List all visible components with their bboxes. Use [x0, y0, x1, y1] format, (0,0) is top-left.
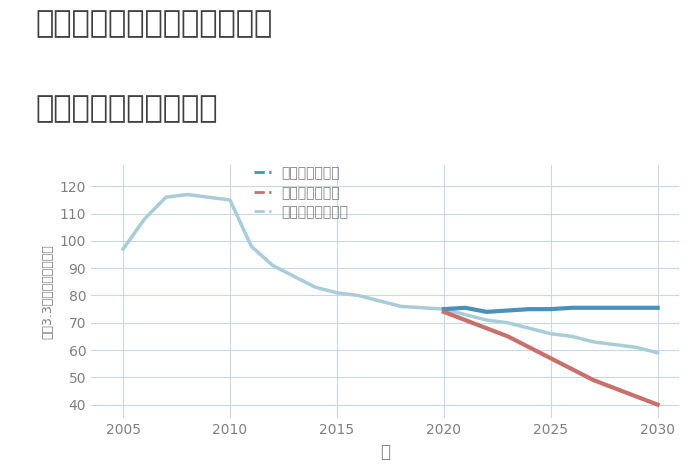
ノーマルシナリオ: [269, 263, 277, 268]
ノーマルシナリオ: [440, 306, 448, 312]
グッドシナリオ: [504, 308, 512, 313]
グッドシナリオ: [653, 305, 662, 311]
グッドシナリオ: [547, 306, 555, 312]
ノーマルシナリオ: [482, 317, 491, 323]
バッドシナリオ: [610, 385, 619, 391]
ノーマルシナリオ: [183, 192, 191, 197]
ノーマルシナリオ: [653, 350, 662, 356]
X-axis label: 年: 年: [380, 443, 390, 461]
ノーマルシナリオ: [354, 293, 363, 298]
ノーマルシナリオ: [140, 216, 148, 222]
ノーマルシナリオ: [162, 195, 170, 200]
バッドシナリオ: [440, 309, 448, 315]
ノーマルシナリオ: [547, 331, 555, 337]
グッドシナリオ: [610, 305, 619, 311]
グッドシナリオ: [440, 306, 448, 312]
Line: ノーマルシナリオ: ノーマルシナリオ: [123, 195, 657, 353]
ノーマルシナリオ: [204, 195, 213, 200]
ノーマルシナリオ: [525, 325, 533, 331]
Legend: グッドシナリオ, バッドシナリオ, ノーマルシナリオ: グッドシナリオ, バッドシナリオ, ノーマルシナリオ: [254, 166, 349, 219]
Y-axis label: 坪（3.3㎡）単価（万円）: 坪（3.3㎡）単価（万円）: [41, 244, 54, 339]
ノーマルシナリオ: [589, 339, 598, 345]
ノーマルシナリオ: [418, 305, 426, 311]
グッドシナリオ: [482, 309, 491, 315]
グッドシナリオ: [568, 305, 576, 311]
ノーマルシナリオ: [610, 342, 619, 347]
バッドシナリオ: [525, 345, 533, 350]
バッドシナリオ: [547, 355, 555, 361]
グッドシナリオ: [525, 306, 533, 312]
ノーマルシナリオ: [461, 312, 470, 317]
グッドシナリオ: [589, 305, 598, 311]
Line: グッドシナリオ: グッドシナリオ: [444, 308, 657, 312]
Line: バッドシナリオ: バッドシナリオ: [444, 312, 657, 405]
ノーマルシナリオ: [375, 298, 384, 304]
ノーマルシナリオ: [247, 243, 256, 249]
ノーマルシナリオ: [119, 246, 127, 252]
グッドシナリオ: [461, 305, 470, 311]
バッドシナリオ: [632, 394, 640, 399]
バッドシナリオ: [589, 377, 598, 383]
バッドシナリオ: [653, 402, 662, 407]
ノーマルシナリオ: [632, 345, 640, 350]
ノーマルシナリオ: [568, 334, 576, 339]
ノーマルシナリオ: [504, 320, 512, 326]
バッドシナリオ: [482, 325, 491, 331]
ノーマルシナリオ: [226, 197, 234, 203]
ノーマルシナリオ: [397, 304, 405, 309]
バッドシナリオ: [461, 317, 470, 323]
ノーマルシナリオ: [332, 290, 341, 296]
Text: 奈良県磯城郡三宅町上但馬の: 奈良県磯城郡三宅町上但馬の: [35, 9, 272, 39]
Text: 中古戸建ての価格推移: 中古戸建ての価格推移: [35, 94, 218, 123]
グッドシナリオ: [632, 305, 640, 311]
バッドシナリオ: [568, 366, 576, 372]
ノーマルシナリオ: [290, 274, 298, 279]
ノーマルシナリオ: [312, 284, 320, 290]
バッドシナリオ: [504, 334, 512, 339]
